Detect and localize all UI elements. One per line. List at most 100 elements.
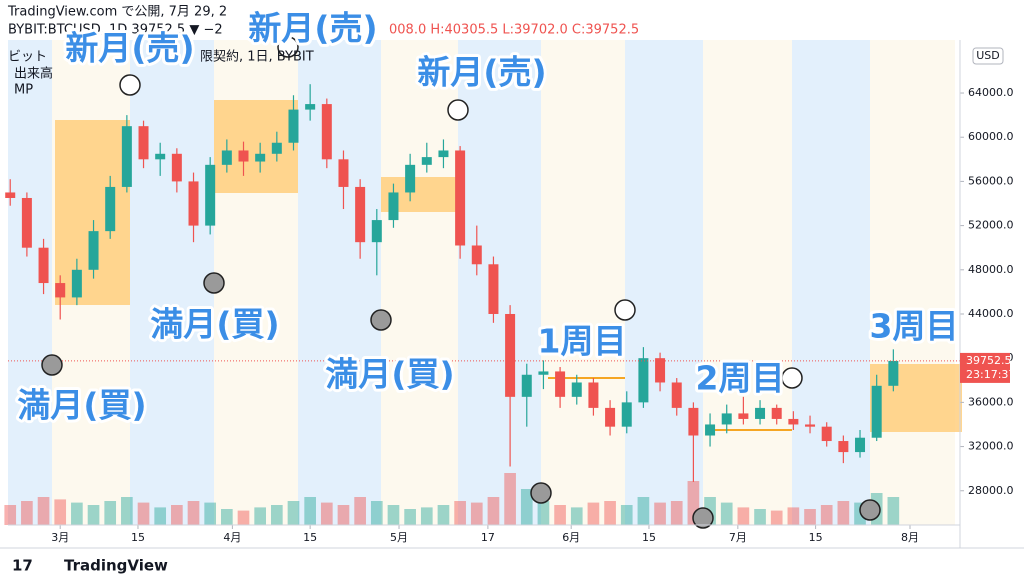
volume-bar	[720, 502, 733, 525]
candle-body	[705, 424, 716, 436]
annotation: 3周目	[870, 307, 959, 346]
y-tick-label: 64000.0	[968, 86, 1014, 99]
volume-bar	[137, 502, 150, 525]
x-tick-label: 15	[303, 531, 317, 544]
volume-bar	[37, 497, 50, 525]
price-badge	[960, 352, 1010, 383]
candle-body	[321, 104, 332, 160]
y-tick-label: 60000.0	[968, 130, 1014, 143]
candle-body	[105, 186, 116, 232]
moon-bands	[8, 40, 955, 525]
candle-body	[571, 382, 582, 397]
x-tick-label: 3月	[51, 531, 69, 544]
volume-bar	[270, 505, 283, 525]
candle-body	[171, 153, 182, 182]
candle-body	[855, 437, 866, 453]
x-tick-label: 4月	[223, 531, 241, 544]
volume-bar	[587, 502, 600, 525]
volume-bar	[204, 502, 217, 525]
plot	[4, 84, 964, 529]
x-tick-label: 5月	[390, 531, 408, 544]
candle-body	[371, 220, 382, 243]
annotation: 2周目	[696, 359, 785, 398]
volume-bar	[770, 510, 783, 525]
candle-body	[338, 159, 349, 187]
countdown: 23:17:37	[966, 368, 1015, 381]
volume-bar	[504, 473, 516, 525]
candle-body	[121, 126, 132, 187]
candle-body	[738, 413, 749, 419]
x-tick-label: 15	[131, 531, 145, 544]
y-tick-label: 48000.0	[968, 263, 1014, 276]
candle-body	[221, 150, 232, 165]
candle-body	[405, 164, 416, 193]
volume-bar	[554, 505, 566, 525]
volume-bar	[437, 505, 450, 525]
candle-body	[638, 358, 649, 403]
volume-bar	[470, 502, 483, 525]
candle-body	[505, 313, 516, 397]
name-line: ビット	[8, 50, 47, 65]
moon-markers	[41, 36, 881, 529]
volume-bar	[237, 510, 250, 525]
candle-body	[388, 192, 399, 221]
candle-body	[605, 407, 616, 427]
candle-body	[21, 197, 32, 248]
name-line-end: 限契約, 1日, BYBIT	[200, 50, 314, 65]
annotation: 満月(買)	[17, 386, 146, 425]
volume-bar	[104, 501, 117, 525]
volume-bar	[654, 502, 666, 525]
volume-bar	[254, 507, 266, 525]
volume-bar	[404, 509, 416, 525]
volume-bar	[121, 497, 133, 525]
candle-body	[721, 413, 732, 425]
volume-bar	[670, 501, 683, 525]
volume-indicator: 出来高	[14, 66, 53, 82]
y-tick-label: 28000.0	[968, 484, 1014, 497]
candle-body	[755, 407, 766, 419]
volume-bar	[620, 505, 633, 525]
candle-body	[255, 153, 266, 162]
volume-bar	[687, 481, 700, 525]
volume-bar	[637, 497, 650, 525]
volume-bar	[71, 502, 83, 525]
volume-bar	[4, 505, 17, 525]
candle-body	[771, 407, 782, 419]
volume-bar	[487, 497, 500, 525]
volume-bar	[221, 509, 233, 525]
annotation: 新月(売)	[417, 53, 546, 92]
volume-bar	[154, 507, 167, 525]
last-price: 39752.5	[966, 354, 1012, 367]
volume-bar	[337, 505, 350, 525]
candle-body	[5, 192, 16, 198]
candle-body	[871, 385, 882, 438]
candle-body	[471, 245, 482, 265]
candle-body	[288, 109, 299, 143]
volume-bar	[887, 497, 900, 525]
volume-bar	[570, 507, 583, 525]
volume-bar	[737, 507, 750, 525]
candle-body	[688, 407, 699, 436]
candle-body	[438, 150, 449, 158]
currency-badge[interactable]	[972, 47, 1004, 65]
candle-body	[788, 418, 799, 425]
annotation: 新月(売)	[65, 29, 194, 68]
volume-bar	[187, 501, 200, 525]
volume-bar	[837, 501, 850, 525]
volume-bar	[787, 507, 800, 525]
volume-bar	[520, 489, 533, 525]
candle-body	[55, 283, 66, 298]
volume-bar	[420, 507, 433, 525]
published-line: TradingView.com で公開, 7月 29, 2	[7, 5, 227, 20]
x-tick-label: 8月	[901, 531, 919, 544]
candle-body	[238, 150, 249, 162]
y-tick-label: 36000.0	[968, 395, 1014, 408]
volume-bar	[287, 501, 300, 525]
candle-body	[555, 371, 566, 397]
candle-body	[421, 157, 432, 165]
volume-bar	[454, 501, 466, 525]
candle-body	[271, 142, 282, 154]
candle-body	[655, 358, 666, 383]
volume-bar	[320, 502, 333, 525]
annotation: 新月(売)	[248, 9, 377, 48]
